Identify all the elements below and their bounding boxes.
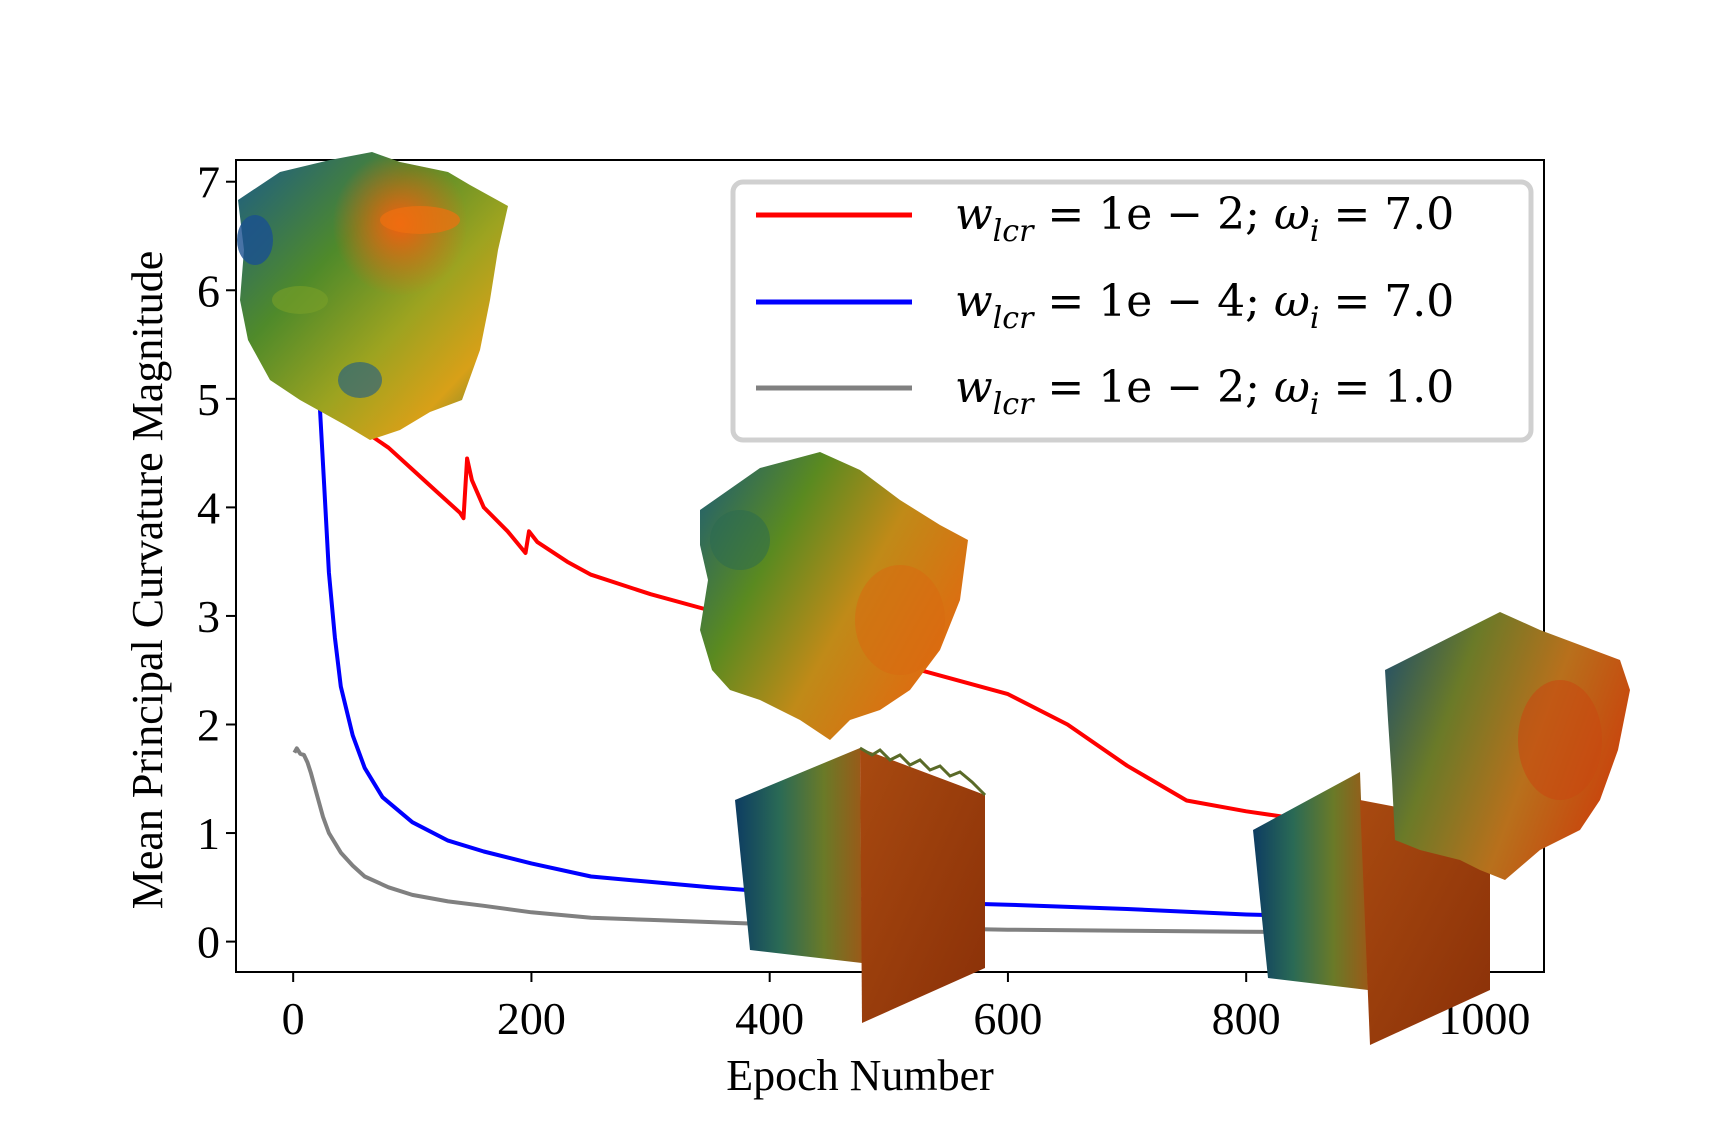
surface-render-epoch-1000 (1385, 612, 1630, 880)
legend: wlcr = 1e − 2; ωi = 7.0 wlcr = 1e − 4; ωi… (730, 179, 1534, 443)
x-axis-label: Epoch Number (726, 1051, 994, 1100)
y-axis-ticks: 0 1 2 3 4 5 6 7 (197, 157, 236, 968)
y-axis-label: Mean Principal Curvature Magnitude (123, 251, 172, 910)
y-tick-label: 7 (197, 157, 220, 208)
legend-label-3: wlcr = 1e − 2; ωi = 1.0 (955, 362, 1454, 422)
y-tick-label: 6 (197, 265, 220, 316)
x-tick-label: 400 (735, 993, 804, 1044)
legend-box (730, 179, 1534, 443)
y-tick-label: 2 (197, 699, 220, 750)
x-tick-label: 200 (497, 993, 566, 1044)
x-tick-label: 800 (1212, 993, 1281, 1044)
legend-label-1: wlcr = 1e − 2; ωi = 7.0 (955, 189, 1454, 249)
y-tick-label: 1 (197, 808, 220, 859)
series-lines (292, 397, 1485, 936)
x-tick-label: 600 (973, 993, 1042, 1044)
series-line-1 (339, 397, 1306, 822)
x-axis-ticks: 0 200 400 600 800 1000 (282, 972, 1530, 1044)
y-tick-label: 0 (197, 917, 220, 968)
series-line-3 (292, 746, 1485, 936)
surface-render-epoch-400 (700, 452, 968, 740)
series-line-2 (317, 398, 1485, 922)
surface-render-epoch-900-cube (1253, 772, 1490, 1045)
legend-label-2: wlcr = 1e − 4; ωi = 7.0 (955, 276, 1454, 336)
y-tick-label: 5 (197, 374, 220, 425)
y-tick-label: 3 (197, 591, 220, 642)
y-tick-label: 4 (197, 482, 220, 533)
surface-render-epoch-0 (237, 152, 508, 440)
surface-render-epoch-400-cube (735, 746, 987, 1023)
x-tick-label: 0 (282, 993, 305, 1044)
